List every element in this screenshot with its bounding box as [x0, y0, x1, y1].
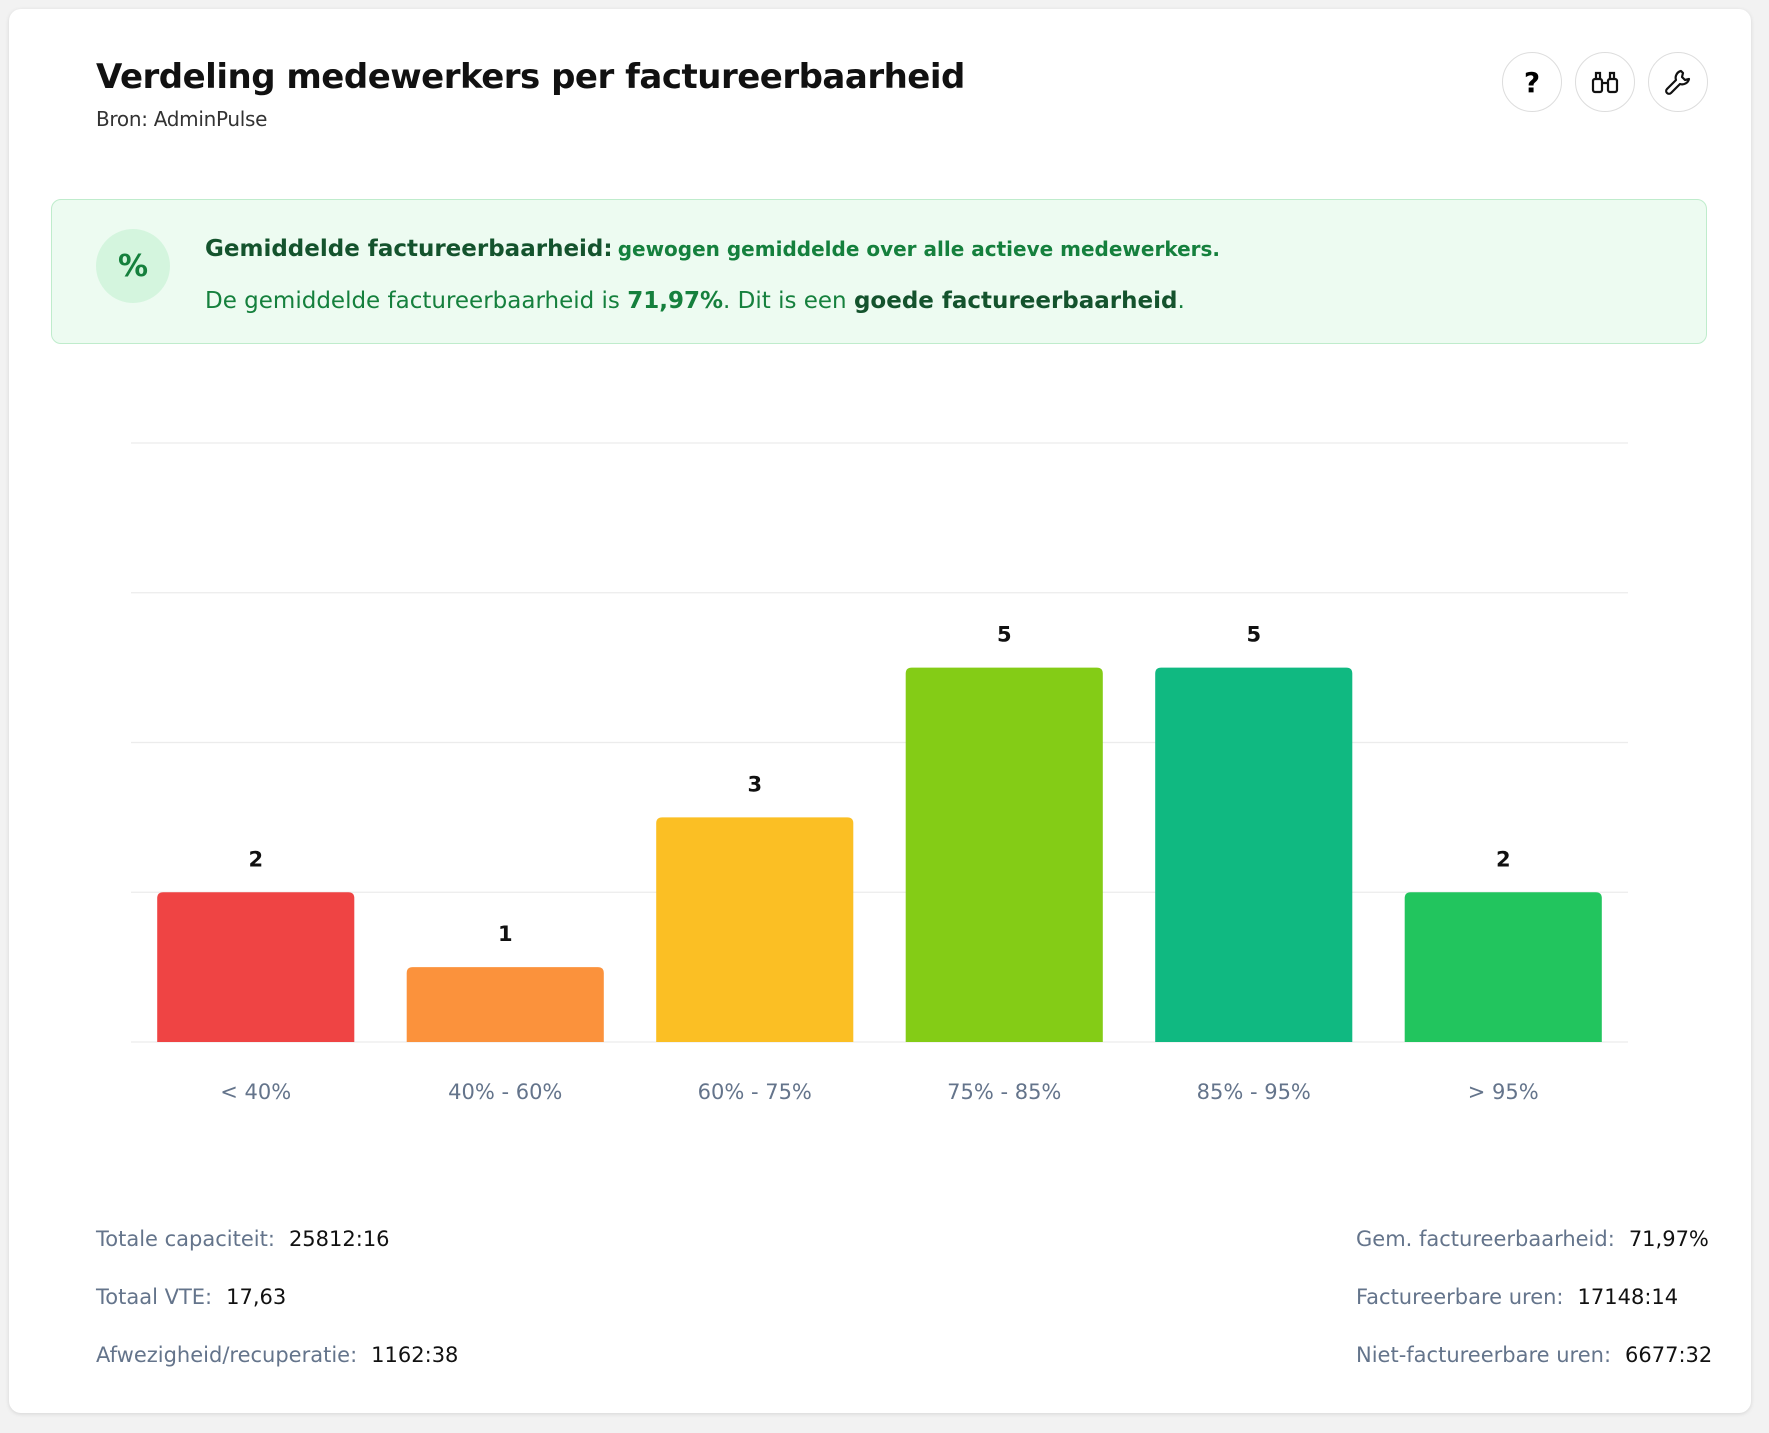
- heading: Gemiddelde factureerbaarheid:: [205, 236, 613, 262]
- stat-row: Totale capaciteit: 25812:16: [96, 1227, 458, 1285]
- binoculars-icon: [1591, 71, 1619, 94]
- card: Verdeling medewerkers per factureerbaarh…: [9, 9, 1751, 1413]
- stat-row: Afwezigheid/recuperatie: 1162:38: [96, 1343, 458, 1401]
- x-tick-label: < 40%: [220, 1080, 291, 1104]
- value-label: 2: [1496, 847, 1511, 871]
- text: .: [1177, 288, 1185, 314]
- chart: < 40% 2 40% - 60% 1 60% - 75% 3 75% - 85% 5 85% …: [131, 442, 1628, 1104]
- stat-label: Totale capaciteit:: [96, 1227, 275, 1251]
- bar: [1155, 667, 1353, 1042]
- subtitle: Bron: AdminPulse: [96, 107, 268, 131]
- value-label: 5: [1246, 623, 1261, 647]
- stat-value: 71,97%: [1628, 1227, 1709, 1251]
- stat-value: 6677:32: [1625, 1343, 1713, 1367]
- x-tick-label: 60% - 75%: [698, 1080, 812, 1104]
- stat-row: Niet-factureerbare uren: 6677:32: [1356, 1343, 1712, 1401]
- bar: [656, 817, 854, 1042]
- bar: [905, 667, 1103, 1042]
- stats-left: Totale capaciteit: 25812:16 Totaal VTE: 17,…: [96, 1227, 458, 1401]
- info-text: De gemiddelde factureerbaarheid is 71,97…: [205, 288, 1185, 314]
- info-box: % Gemiddelde factureerbaarheid: gewogen …: [51, 199, 1707, 344]
- stat-row: Factureerbare uren: 17148:14: [1356, 1285, 1712, 1343]
- text: De gemiddelde factureerbaarheid is: [205, 288, 628, 314]
- text: . Dit is een: [723, 288, 854, 314]
- info-icon: %: [96, 229, 170, 303]
- value-label: 5: [997, 623, 1012, 647]
- wrench-icon: [1665, 69, 1691, 95]
- stat-label: Gem. factureerbaarheid:: [1356, 1227, 1615, 1251]
- bar: [406, 967, 604, 1042]
- x-tick-label: 75% - 85%: [947, 1080, 1061, 1104]
- stat-value: 25812:16: [288, 1227, 390, 1251]
- binoculars-button[interactable]: [1575, 52, 1635, 112]
- value-label: 1: [498, 922, 513, 946]
- help-button[interactable]: ?: [1502, 52, 1562, 112]
- stat-row: Gem. factureerbaarheid: 71,97%: [1356, 1227, 1712, 1285]
- x-tick-label: 40% - 60%: [448, 1080, 562, 1104]
- stat-value: 17148:14: [1577, 1285, 1679, 1309]
- text: 71,97%: [627, 288, 724, 314]
- stat-label: Factureerbare uren:: [1356, 1285, 1564, 1309]
- x-tick-label: > 95%: [1468, 1080, 1539, 1104]
- bar: [1404, 892, 1602, 1042]
- stat-label: Niet-factureerbare uren:: [1356, 1343, 1612, 1367]
- title: Verdeling medewerkers per factureerbaarh…: [96, 57, 965, 97]
- text: goede factureerbaarheid: [853, 288, 1178, 314]
- help-icon: ?: [1523, 65, 1541, 99]
- info-heading: Gemiddelde factureerbaarheid: gewogen ge…: [205, 236, 1220, 262]
- value-label: 2: [248, 847, 263, 871]
- stat-label: Afwezigheid/recuperatie:: [96, 1343, 358, 1367]
- stat-label: Totaal VTE:: [96, 1285, 213, 1309]
- bar: [157, 892, 355, 1042]
- stats-right: Gem. factureerbaarheid: 71,97% Factureerba…: [1356, 1227, 1712, 1401]
- stat-value: 1162:38: [371, 1343, 459, 1367]
- settings-button[interactable]: [1648, 52, 1708, 112]
- x-tick-label: 85% - 95%: [1197, 1080, 1311, 1104]
- heading-note: gewogen gemiddelde over alle actieve med…: [617, 237, 1221, 261]
- stat-value: 17,63: [226, 1285, 287, 1309]
- value-label: 3: [747, 772, 762, 796]
- stat-row: Totaal VTE: 17,63: [96, 1285, 458, 1343]
